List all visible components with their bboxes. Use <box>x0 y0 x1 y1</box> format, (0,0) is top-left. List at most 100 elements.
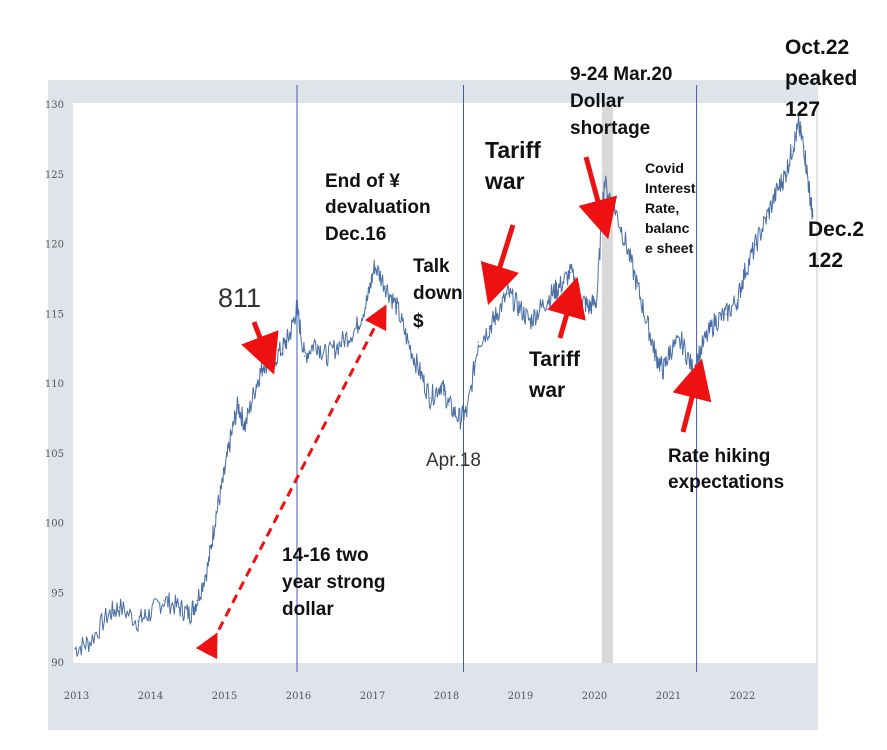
annotation-dollar-shortage-1: 9-24 Mar.20 <box>570 64 672 85</box>
data-point <box>296 306 298 308</box>
data-point <box>326 355 328 357</box>
annotation-covid-2: Interest <box>645 180 696 196</box>
x-tick-label: 2019 <box>508 691 533 702</box>
data-point <box>340 341 342 343</box>
annotation-two-year-3: dollar <box>282 599 334 620</box>
data-point <box>270 362 272 364</box>
annotation-oct22-1: Oct.22 <box>785 36 849 59</box>
data-point <box>647 327 650 329</box>
data-point <box>222 481 224 483</box>
data-point <box>507 292 509 294</box>
annotation-end-devaluation-2: devaluation <box>325 197 431 218</box>
annotation-rate-hiking-2: expectations <box>668 472 784 493</box>
x-tick-label: 2015 <box>212 691 237 702</box>
annotation-two-year-2: year strong <box>282 572 385 593</box>
annotations: 811 End of ¥ devaluation Dec.16 Talk dow… <box>218 36 864 620</box>
data-point <box>766 216 768 218</box>
data-point <box>570 271 572 273</box>
y-tick-label: 100 <box>45 519 64 530</box>
annotation-covid-5: e sheet <box>645 240 694 256</box>
annotation-talk-down-2: down <box>413 283 463 304</box>
y-tick-label: 130 <box>45 100 64 111</box>
data-point <box>755 243 757 246</box>
data-point <box>366 299 368 301</box>
annotation-rate-hiking-1: Rate hiking <box>668 446 770 467</box>
annotation-apr18: Apr.18 <box>426 450 481 471</box>
arrow-dollar-shortage <box>578 156 618 240</box>
data-point <box>596 299 598 301</box>
y-tick-label: 90 <box>51 658 64 669</box>
y-tick-label: 105 <box>45 449 64 460</box>
annotation-dollar-shortage-2: Dollar <box>570 91 624 112</box>
data-point <box>178 606 180 608</box>
data-point <box>281 348 283 350</box>
y-tick-label: 120 <box>45 240 64 251</box>
data-point <box>655 355 657 357</box>
data-point <box>418 369 420 371</box>
data-point <box>625 243 627 246</box>
data-point <box>725 313 727 315</box>
data-point <box>784 174 787 176</box>
data-point <box>385 285 387 287</box>
annotation-end-devaluation-1: End of ¥ <box>325 171 400 192</box>
annotation-dec22-1: Dec.2 <box>808 218 864 241</box>
arrow-two-year-strong-dollar <box>195 304 387 660</box>
y-tick-label: 115 <box>45 309 64 320</box>
data-point <box>736 299 738 301</box>
data-point <box>744 271 746 273</box>
data-point <box>614 209 616 211</box>
data-point <box>681 341 683 343</box>
annotation-oct22-3: 127 <box>785 98 820 121</box>
data-point <box>244 425 246 427</box>
annotation-covid-1: Covid <box>645 160 684 176</box>
data-point <box>137 620 139 622</box>
data-point <box>74 648 76 650</box>
data-point <box>396 306 398 308</box>
data-point <box>703 341 705 343</box>
data-point <box>581 299 583 301</box>
data-point <box>540 306 542 308</box>
data-point <box>812 216 814 218</box>
x-tick-label: 2021 <box>656 691 681 702</box>
data-point <box>215 515 217 518</box>
data-point <box>163 599 165 601</box>
data-point <box>459 418 461 420</box>
data-point <box>196 599 198 601</box>
data-point <box>496 313 498 315</box>
data-point <box>670 348 672 350</box>
data-point <box>529 320 531 322</box>
data-point <box>662 369 664 371</box>
data-point <box>777 188 779 190</box>
annotation-talk-down-3: $ <box>413 311 424 332</box>
annotation-oct22-2: peaked <box>785 67 857 90</box>
annotation-two-year-1: 14-16 two <box>282 545 369 566</box>
annotation-dollar-shortage-3: shortage <box>570 118 650 139</box>
annotation-covid-4: balanc <box>645 220 690 236</box>
x-tick-label: 2013 <box>64 691 89 702</box>
x-tick-label: 2014 <box>138 691 163 702</box>
data-point <box>314 341 317 343</box>
data-point <box>303 355 305 357</box>
x-tick-label: 2016 <box>286 691 311 702</box>
shade-layer <box>601 103 613 663</box>
data-point <box>518 306 520 308</box>
data-point <box>803 146 805 148</box>
data-point <box>792 146 794 148</box>
data-point <box>798 125 800 127</box>
x-tick-label: 2020 <box>582 691 607 702</box>
annotation-tariff-war-top-2: war <box>484 168 525 194</box>
shaded-region-dollar-shortage <box>601 103 613 663</box>
annotation-talk-down-1: Talk <box>413 256 450 277</box>
data-point <box>237 404 239 406</box>
arrow-tariff-war-top <box>480 224 520 306</box>
annotation-arrows <box>195 156 712 660</box>
data-point <box>551 292 553 294</box>
y-axis: 90 95 100 105 110 115 120 125 130 <box>45 100 64 669</box>
data-point <box>559 285 561 287</box>
data-point <box>477 341 479 343</box>
data-point <box>189 613 191 615</box>
data-point <box>207 564 209 566</box>
data-point <box>89 641 91 643</box>
x-tick-label: 2018 <box>434 691 459 702</box>
data-point <box>808 188 810 190</box>
